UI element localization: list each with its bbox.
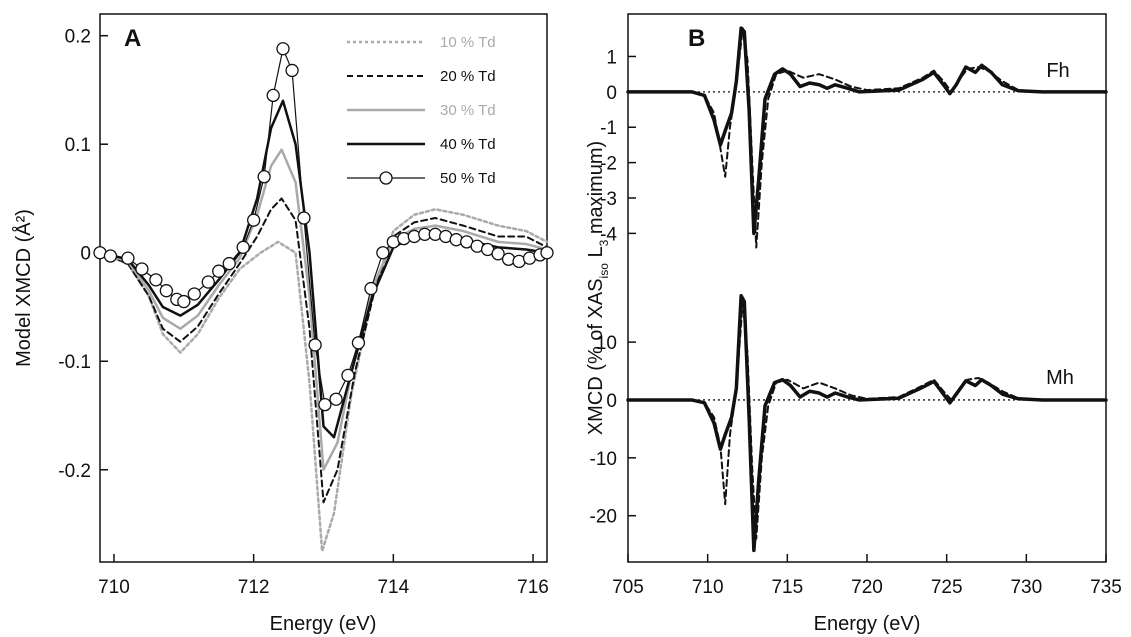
panel-a-y-tick-label: -0.2	[58, 461, 91, 482]
y-label-part-3: maximum)	[585, 141, 607, 240]
series-a5-marker	[266, 88, 280, 103]
panel-b-y-tick-label: 0	[606, 83, 617, 104]
series-a5-marker	[103, 249, 118, 263]
y-label-subscript-3: 3	[597, 239, 611, 246]
series-a5-marker	[540, 246, 554, 260]
panel-b-x-tick-label: 725	[931, 577, 963, 598]
series-a5-marker	[247, 213, 261, 227]
panel-a-legend: 10 % Td 20 % Td 30 % Td 40 % Td 50 % Td	[347, 34, 496, 187]
series-fh-solid-line	[626, 26, 1108, 236]
series-a5-marker	[351, 336, 366, 350]
panel-a-x-tick-label: 714	[377, 577, 409, 598]
panel-a-y-tick-label: 0.1	[65, 135, 91, 156]
series-mh-solid-line	[626, 294, 1108, 553]
panel-b-x-tick-label: 710	[692, 577, 724, 598]
series-a1-line	[98, 208, 549, 553]
panel-a-y-axis-label: Model XMCD (Å²)	[12, 209, 35, 367]
panel-a-letter: A	[124, 25, 141, 52]
legend-label: 40 % Td	[440, 136, 496, 153]
series-a5-marker	[297, 211, 311, 225]
series-a3-line	[98, 148, 549, 472]
series-a5-marker	[149, 273, 163, 287]
panel-b-y-tick-label: -2	[600, 154, 617, 175]
panel-b-frame	[627, 13, 1107, 563]
series-a5-marker	[121, 251, 135, 265]
panel-a-chart: A 710 712 714 716 0.2 0.1 0 -0.1 -0.2 10 % Td 20 …	[12, 13, 554, 635]
panel-a-x-axis-label: Energy (eV)	[270, 613, 377, 635]
series-a5-marker	[177, 294, 191, 309]
series-a5-marker	[201, 275, 215, 289]
series-a5-marker	[491, 247, 505, 261]
series-fh-dashed-line	[627, 27, 1107, 249]
legend-label: 30 % Td	[440, 102, 496, 119]
panel-a-y-tick-label: 0	[80, 244, 91, 265]
panel-b-letter: B	[688, 25, 705, 52]
series-a5-marker	[341, 368, 355, 383]
series-a5-marker	[257, 170, 271, 184]
series-a2-line	[99, 197, 548, 504]
panel-b-x-tick-label: 705	[612, 577, 644, 598]
panel-b-y-tick-label: 0	[606, 391, 617, 412]
panel-a-x-tick-label: 710	[98, 577, 130, 598]
series-a5-marker	[222, 256, 236, 271]
series-a5-marker	[236, 240, 250, 254]
panel-a-y-tick-label: -0.1	[58, 352, 91, 373]
subplot-fh-label: Fh	[1046, 60, 1069, 82]
panel-b-x-tick-label: 730	[1010, 577, 1042, 598]
series-a5-marker	[276, 42, 290, 56]
y-label-part-2: L	[585, 246, 607, 263]
y-label-part-1: XMCD (% of XAS	[585, 278, 607, 435]
panel-b-y-tick-label: 10	[596, 333, 617, 354]
legend-label: 10 % Td	[440, 34, 496, 51]
series-a5-marker	[212, 264, 226, 278]
series-a5-marker	[318, 397, 332, 412]
panel-b-x-tick-label: 720	[851, 577, 883, 598]
subplot-mh-label: Mh	[1046, 367, 1074, 389]
panel-a-y-tick-label: 0.2	[65, 27, 91, 48]
series-a5-marker	[159, 284, 174, 298]
series-a5-marker	[285, 63, 299, 78]
panel-b-x-axis-label: Energy (eV)	[814, 613, 921, 635]
legend-label: 20 % Td	[440, 68, 496, 85]
panel-b-y-tick-label: -4	[600, 224, 617, 245]
series-a5-marker	[187, 287, 201, 301]
series-a5-marker	[135, 262, 149, 276]
panel-b-y-tick-label: -1	[600, 118, 617, 139]
panel-b-x-tick-label: 735	[1090, 577, 1122, 598]
panel-b-y-tick-label: -3	[600, 189, 617, 210]
panel-b-y-tick-label: -20	[590, 507, 617, 528]
legend-label: 50 % Td	[440, 170, 496, 187]
panel-a-frame	[99, 13, 548, 563]
y-label-subscript-iso: iso	[597, 263, 611, 279]
panel-b-y-tick-label: -10	[590, 449, 617, 470]
series-mh-dashed-line	[627, 300, 1107, 540]
legend-marker	[379, 171, 393, 185]
series-a5-marker	[329, 392, 343, 406]
series-a5-marker	[308, 338, 322, 352]
panel-a-x-tick-label: 716	[517, 577, 549, 598]
series-a5-marker	[376, 246, 390, 260]
panel-b-y-axis-label: XMCD (% of XASiso L3 maximum)	[585, 141, 611, 435]
series-a5-marker	[364, 281, 378, 296]
panel-a-x-tick-label: 712	[238, 577, 270, 598]
panel-b-x-tick-label: 715	[771, 577, 803, 598]
panel-b-y-tick-label: 1	[606, 47, 617, 68]
panel-b-chart: B 705 710 715 720 725 730 73510-1-2-3-4100-10-…	[585, 13, 1122, 635]
